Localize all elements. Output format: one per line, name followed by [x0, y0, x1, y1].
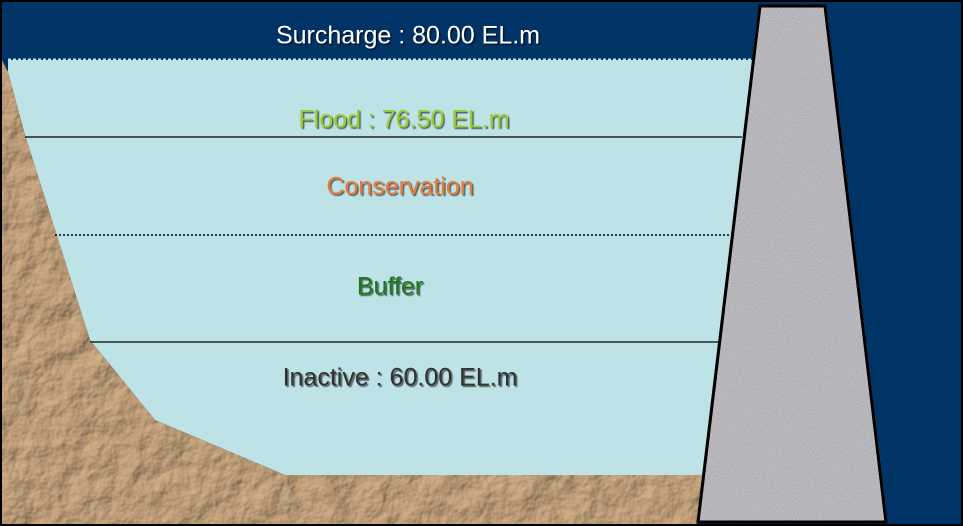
surcharge-label: Surcharge : 80.00 EL.m — [276, 22, 540, 50]
inactive-label: Inactive : 60.00 EL.m — [283, 364, 518, 392]
conservation-label: Conservation — [326, 173, 473, 201]
buffer-label: Buffer — [357, 273, 423, 301]
reservoir-diagram: Surcharge : 80.00 EL.m Flood : 76.50 EL.… — [0, 0, 963, 526]
flood-label: Flood : 76.50 EL.m — [298, 106, 509, 134]
